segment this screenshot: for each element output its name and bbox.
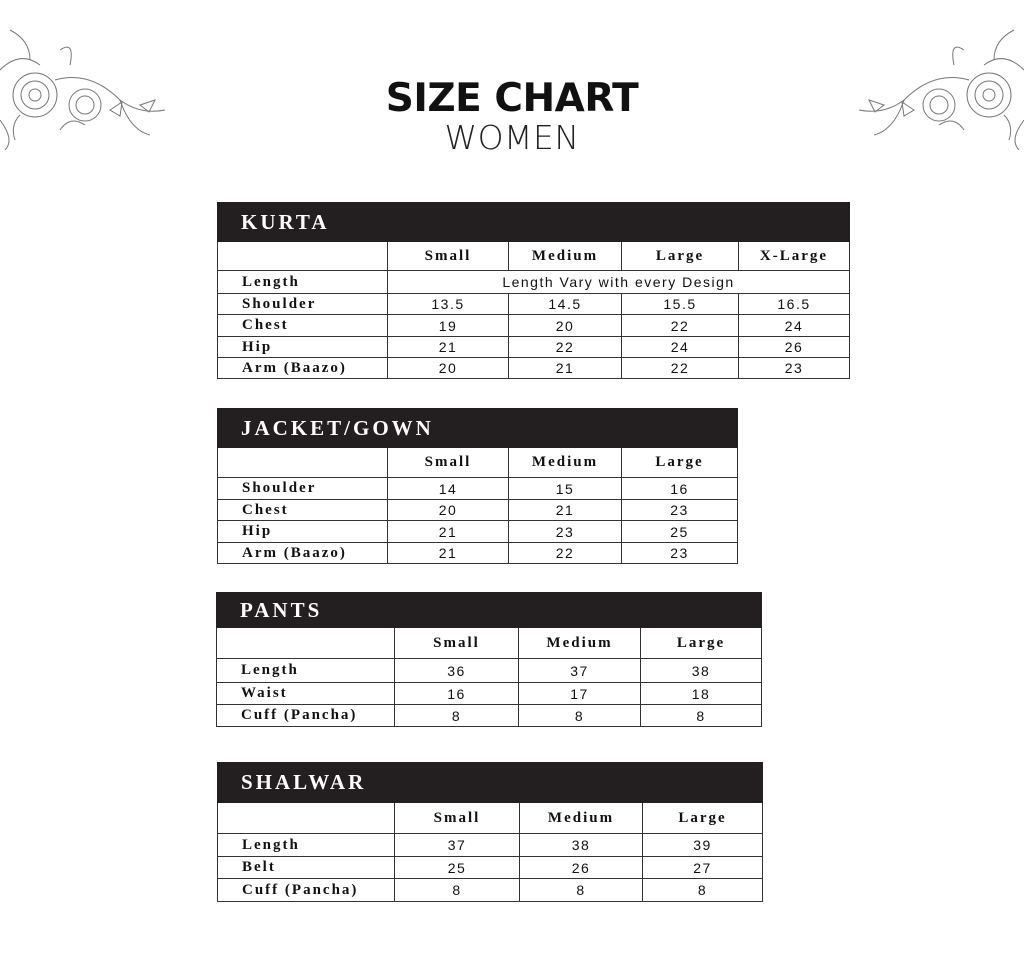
column-header: Large <box>643 803 763 834</box>
row-label: Chest <box>217 315 388 337</box>
value-cell: 25 <box>395 857 520 879</box>
value-cell: 15.5 <box>622 294 739 315</box>
row-label: Length <box>216 659 395 683</box>
value-cell: 8 <box>641 705 762 727</box>
value-cell: 14 <box>388 478 509 500</box>
row-label: Shoulder <box>217 294 388 315</box>
value-cell: 8 <box>395 879 520 902</box>
value-cell: 13.5 <box>388 294 509 315</box>
page-subtitle: WOMEN <box>444 118 580 157</box>
value-cell: 21 <box>388 337 509 358</box>
merged-note-cell: Length Vary with every Design <box>388 271 850 294</box>
column-header: Small <box>395 803 520 834</box>
column-header: Medium <box>519 628 641 659</box>
value-cell: 24 <box>622 337 739 358</box>
value-cell: 27 <box>643 857 763 879</box>
column-header: Medium <box>509 448 622 478</box>
value-cell: 26 <box>520 857 643 879</box>
value-cell: 21 <box>509 358 622 379</box>
value-cell: 25 <box>622 521 738 543</box>
value-cell: 38 <box>520 834 643 857</box>
column-header: Medium <box>509 242 622 271</box>
value-cell: 23 <box>622 500 738 521</box>
value-cell: 23 <box>739 358 850 379</box>
value-cell: 18 <box>641 683 762 705</box>
row-label: Waist <box>216 683 395 705</box>
value-cell: 22 <box>622 358 739 379</box>
table-title: SHALWAR <box>217 762 763 803</box>
row-label: Cuff (Pancha) <box>216 705 395 727</box>
table-title: JACKET/GOWN <box>217 408 738 448</box>
value-cell: 26 <box>739 337 850 358</box>
column-header: Small <box>388 448 509 478</box>
row-label: Length <box>217 271 388 294</box>
page-title: SIZE CHART <box>385 76 639 121</box>
value-cell: 20 <box>388 500 509 521</box>
value-cell: 37 <box>519 659 641 683</box>
row-label: Chest <box>217 500 388 521</box>
value-cell: 14.5 <box>509 294 622 315</box>
value-cell: 38 <box>641 659 762 683</box>
row-label: Shoulder <box>217 478 388 500</box>
value-cell: 22 <box>509 543 622 564</box>
value-cell: 16 <box>395 683 519 705</box>
header-corner <box>217 448 388 478</box>
column-header: Small <box>395 628 519 659</box>
column-header: Large <box>622 448 738 478</box>
row-label: Cuff (Pancha) <box>217 879 395 902</box>
header-corner <box>217 242 388 271</box>
header-corner <box>216 628 395 659</box>
value-cell: 39 <box>643 834 763 857</box>
value-cell: 22 <box>622 315 739 337</box>
value-cell: 8 <box>395 705 519 727</box>
column-header: Large <box>641 628 762 659</box>
column-header: Large <box>622 242 739 271</box>
value-cell: 8 <box>643 879 763 902</box>
value-cell: 21 <box>388 521 509 543</box>
column-header: X-Large <box>739 242 850 271</box>
header-corner <box>217 803 395 834</box>
value-cell: 37 <box>395 834 520 857</box>
value-cell: 8 <box>520 879 643 902</box>
value-cell: 24 <box>739 315 850 337</box>
value-cell: 8 <box>519 705 641 727</box>
value-cell: 21 <box>388 543 509 564</box>
column-header: Small <box>388 242 509 271</box>
value-cell: 16 <box>622 478 738 500</box>
row-label: Hip <box>217 521 388 543</box>
floral-sketch-icon <box>0 29 166 150</box>
row-label: Hip <box>217 337 388 358</box>
floral-sketch-icon <box>858 29 1024 150</box>
value-cell: 15 <box>509 478 622 500</box>
column-header: Medium <box>520 803 643 834</box>
value-cell: 16.5 <box>739 294 850 315</box>
value-cell: 17 <box>519 683 641 705</box>
row-label: Arm (Baazo) <box>217 358 388 379</box>
value-cell: 23 <box>509 521 622 543</box>
value-cell: 20 <box>388 358 509 379</box>
value-cell: 19 <box>388 315 509 337</box>
value-cell: 22 <box>509 337 622 358</box>
value-cell: 36 <box>395 659 519 683</box>
row-label: Belt <box>217 857 395 879</box>
table-title: KURTA <box>217 202 850 242</box>
row-label: Length <box>217 834 395 857</box>
value-cell: 20 <box>509 315 622 337</box>
value-cell: 21 <box>509 500 622 521</box>
row-label: Arm (Baazo) <box>217 543 388 564</box>
value-cell: 23 <box>622 543 738 564</box>
table-title: PANTS <box>216 592 762 628</box>
